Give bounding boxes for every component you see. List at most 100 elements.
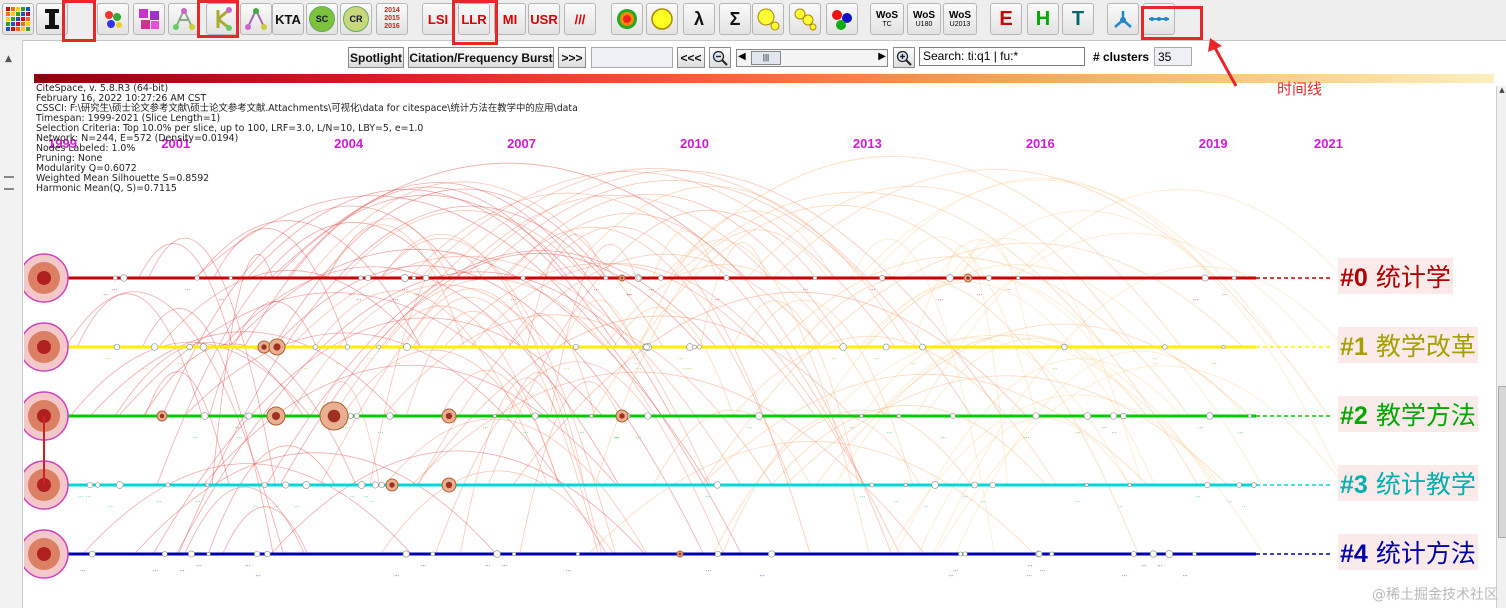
zoom-in-button[interactable] (893, 47, 915, 68)
sigma-icon[interactable]: Σ (719, 3, 751, 35)
bubble-icon[interactable] (752, 3, 784, 35)
rgb-dots-icon[interactable] (826, 3, 858, 35)
target-icon[interactable] (611, 3, 643, 35)
keyword-node[interactable] (903, 483, 908, 487)
keyword-node[interactable] (205, 483, 210, 487)
keyword-node[interactable] (371, 481, 379, 489)
keyword-node[interactable] (364, 275, 371, 281)
keyword-node[interactable] (1083, 412, 1092, 420)
keyword-node[interactable] (206, 551, 211, 557)
wos-u2013-button[interactable]: WoS U2013 (943, 3, 977, 35)
back-button[interactable]: <<< (677, 47, 705, 68)
keyword-node[interactable] (150, 343, 159, 351)
keyword-node[interactable] (971, 481, 978, 489)
network-a2-icon[interactable] (240, 3, 272, 35)
keyword-node[interactable] (376, 344, 381, 350)
slash-button[interactable]: /// (564, 3, 596, 35)
keyword-node[interactable] (713, 481, 721, 489)
spotlight-button[interactable]: Spotlight (348, 47, 404, 68)
mi-button[interactable]: MI (494, 3, 526, 35)
keyword-node[interactable] (282, 481, 290, 489)
keyword-node[interactable] (812, 275, 818, 281)
cluster-label[interactable]: #4 统计方法 (1338, 534, 1478, 570)
sc-button[interactable]: SC (306, 3, 338, 35)
palette-icon[interactable] (97, 3, 129, 35)
t-button[interactable]: T (1062, 3, 1094, 35)
keyword-node[interactable] (636, 275, 642, 281)
keyword-node[interactable] (896, 413, 901, 419)
keyword-node[interactable] (165, 482, 171, 488)
keyword-node[interactable] (112, 275, 118, 281)
keyword-node[interactable] (492, 414, 497, 418)
keyword-node[interactable] (188, 550, 195, 558)
keyword-node[interactable] (962, 551, 968, 557)
keyword-node[interactable] (120, 274, 128, 282)
keyword-node[interactable] (1032, 412, 1040, 420)
keyword-node[interactable] (919, 343, 926, 351)
lambda-icon[interactable]: λ (683, 3, 715, 35)
network-a-icon[interactable] (168, 3, 200, 35)
e-button[interactable]: E (990, 3, 1022, 35)
keyword-node[interactable] (869, 482, 875, 488)
keyword-node[interactable] (575, 552, 580, 556)
keyword-node[interactable] (1127, 483, 1132, 487)
keyword-node[interactable] (520, 275, 526, 281)
keyword-node[interactable] (95, 482, 101, 488)
cluster-yellow-icon[interactable] (646, 3, 678, 35)
wos-u180-button[interactable]: WoS U180 (907, 3, 941, 35)
slider-thumb[interactable]: ||| (751, 51, 781, 65)
keyword-node[interactable] (1061, 343, 1068, 351)
keyword-node[interactable] (768, 550, 776, 558)
keyword-node[interactable] (400, 274, 409, 282)
keyword-node[interactable] (1221, 345, 1226, 349)
keyword-node[interactable] (723, 275, 730, 281)
keyword-node[interactable] (312, 344, 318, 350)
keyword-node[interactable] (1149, 550, 1157, 558)
keyword-node[interactable] (644, 412, 652, 420)
keyword-node[interactable] (1236, 482, 1242, 488)
keyword-node[interactable] (344, 344, 350, 350)
lsi-button[interactable]: LSI (422, 3, 454, 35)
keyword-node[interactable] (589, 413, 594, 419)
slider-right-arrow-icon[interactable]: ▶ (878, 51, 886, 62)
usr-button[interactable]: USR (528, 3, 560, 35)
keyword-node[interactable] (264, 550, 271, 558)
keyword-node[interactable] (1231, 275, 1237, 281)
keyword-node[interactable] (931, 481, 939, 489)
keyword-node[interactable] (254, 550, 261, 558)
keyword-node[interactable] (572, 344, 579, 350)
burst-button[interactable]: Citation/Frequency Burst (408, 47, 554, 68)
keyword-node[interactable] (1109, 412, 1118, 420)
keyword-node[interactable] (643, 343, 650, 351)
cluster-label[interactable]: #0 统计学 (1338, 258, 1453, 294)
search-input[interactable]: Search: ti:q1 | fu:* (919, 47, 1085, 66)
keyword-node[interactable] (989, 481, 996, 489)
cluster-label[interactable]: #3 统计教学 (1338, 465, 1478, 501)
keyword-node[interactable] (1247, 414, 1252, 418)
keyword-node[interactable] (839, 343, 848, 351)
zoom-slider[interactable]: ◀ ||| ▶ (736, 49, 888, 67)
gutter-grip-icon[interactable] (4, 176, 14, 190)
keyword-node[interactable] (200, 412, 209, 420)
keyword-node[interactable] (1201, 274, 1209, 282)
keyword-node[interactable] (1162, 344, 1168, 350)
keyword-node[interactable] (353, 413, 360, 419)
forward-button[interactable]: >>> (558, 47, 586, 68)
keyword-node[interactable] (1084, 483, 1089, 487)
timeline-canvas[interactable]: 1999 2001 2004 2007 2010 2013 2016 2019 2021 ··· ·… (24, 72, 1496, 608)
keyword-node[interactable] (386, 412, 394, 420)
keyword-node[interactable] (879, 275, 886, 281)
keyword-node[interactable] (1016, 276, 1021, 280)
kta-button[interactable]: KTA (272, 3, 304, 35)
scroll-up-icon[interactable]: ▲ (1499, 86, 1505, 94)
keyword-node[interactable] (199, 343, 208, 351)
scroll-thumb[interactable] (1498, 386, 1506, 538)
years-button[interactable]: 2014 2015 2016 (376, 3, 408, 35)
keyword-node[interactable] (113, 343, 121, 351)
cluster-label[interactable]: #2 教学方法 (1338, 396, 1478, 432)
llr-button[interactable]: LLR (458, 3, 490, 35)
keyword-node[interactable] (958, 551, 963, 557)
keyword-node[interactable] (1049, 551, 1055, 557)
gutter-arrow-icon[interactable]: ▲ (5, 54, 12, 64)
clusters-field[interactable]: 35 (1154, 47, 1192, 66)
